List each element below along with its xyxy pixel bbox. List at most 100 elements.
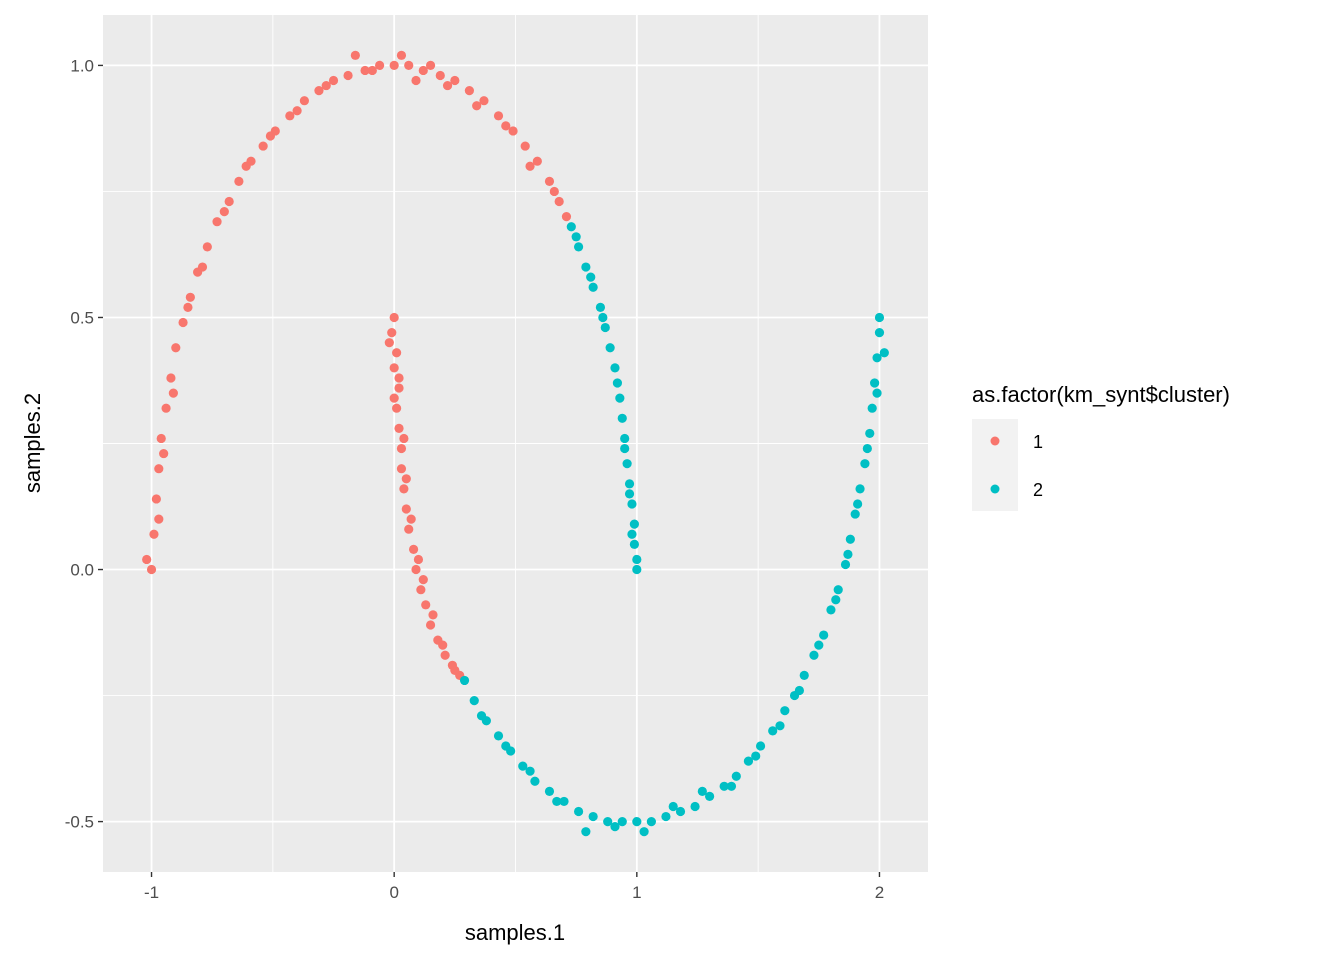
- data-point-cluster-1: [544, 176, 555, 186]
- data-point-cluster-1: [258, 141, 268, 151]
- data-point-cluster-2: [620, 443, 630, 454]
- data-point-cluster-1: [202, 242, 212, 252]
- data-point-cluster-1: [464, 86, 474, 96]
- data-point-cluster-2: [566, 222, 576, 232]
- data-point-cluster-1: [396, 464, 407, 474]
- data-point-cluster-1: [394, 373, 404, 383]
- data-point-cluster-2: [581, 262, 591, 272]
- data-point-cluster-2: [617, 413, 627, 423]
- data-point-cluster-1: [450, 665, 460, 675]
- data-point-cluster-1: [442, 80, 453, 91]
- data-point-cluster-2: [826, 605, 836, 615]
- data-point-cluster-1: [314, 86, 324, 96]
- data-point-cluster-1: [501, 121, 511, 131]
- data-point-cluster-2: [768, 726, 778, 736]
- data-point-cluster-2: [617, 816, 627, 827]
- data-point-cluster-2: [719, 781, 729, 791]
- data-point-cluster-1: [142, 554, 152, 565]
- data-point-cluster-2: [530, 776, 540, 786]
- data-point-cluster-2: [552, 796, 562, 807]
- data-point-cluster-1: [394, 423, 404, 433]
- data-point-cluster-1: [321, 80, 331, 91]
- data-point-cluster-2: [624, 479, 635, 489]
- data-point-cluster-2: [867, 403, 877, 413]
- data-point-cluster-2: [726, 781, 737, 791]
- data-point-cluster-1: [520, 141, 530, 151]
- data-point-cluster-1: [404, 60, 414, 71]
- data-point-cluster-1: [389, 363, 399, 373]
- data-point-cluster-2: [629, 539, 639, 549]
- data-point-cluster-1: [156, 433, 166, 444]
- data-point-cluster-1: [392, 348, 402, 358]
- data-point-cluster-2: [469, 696, 479, 706]
- x-tick-label: 2: [875, 883, 884, 902]
- data-point-cluster-1: [435, 70, 445, 81]
- data-point-cluster-2: [586, 272, 596, 282]
- legend: as.factor(km_synt$cluster) 1 2: [972, 382, 1230, 511]
- data-point-cluster-2: [588, 811, 598, 822]
- data-point-cluster-2: [627, 499, 637, 509]
- data-point-cluster-2: [573, 242, 584, 252]
- data-point-cluster-2: [661, 811, 671, 822]
- data-point-cluster-1: [154, 464, 164, 474]
- legend-label-1: 1: [1033, 432, 1043, 452]
- data-point-cluster-2: [862, 443, 872, 454]
- data-point-cluster-1: [392, 403, 402, 413]
- x-tick-label: -1: [144, 883, 159, 902]
- y-tick-label: 1.0: [70, 56, 94, 75]
- data-point-cluster-2: [840, 559, 851, 570]
- data-point-cluster-2: [581, 827, 591, 837]
- data-point-cluster-2: [632, 816, 642, 827]
- data-point-cluster-2: [794, 685, 804, 696]
- data-point-cluster-1: [234, 176, 244, 186]
- data-points: [142, 50, 889, 837]
- data-point-cluster-2: [629, 519, 639, 529]
- data-point-cluster-2: [525, 766, 535, 776]
- data-point-cluster-2: [850, 509, 860, 519]
- data-point-cluster-1: [401, 474, 411, 484]
- data-point-cluster-2: [559, 796, 569, 807]
- data-point-cluster-1: [394, 383, 404, 393]
- legend-label-2: 2: [1033, 480, 1043, 500]
- legend-key-2: [990, 484, 1000, 494]
- data-point-cluster-1: [428, 610, 438, 620]
- data-point-cluster-2: [755, 741, 766, 751]
- data-point-cluster-2: [843, 549, 853, 560]
- data-point-cluster-1: [438, 640, 448, 650]
- data-point-cluster-1: [387, 327, 397, 338]
- data-point-cluster-2: [622, 459, 632, 469]
- data-point-cluster-1: [159, 448, 169, 459]
- data-point-cluster-1: [549, 186, 559, 197]
- data-point-cluster-1: [401, 504, 411, 514]
- x-axis-title: samples.1: [465, 920, 565, 945]
- data-point-cluster-1: [171, 343, 181, 353]
- data-point-cluster-2: [459, 675, 470, 686]
- data-point-cluster-2: [595, 302, 606, 312]
- y-tick-label: 0.0: [70, 561, 94, 580]
- data-point-cluster-1: [418, 575, 428, 585]
- data-point-cluster-2: [603, 816, 613, 827]
- data-point-cluster-1: [343, 70, 353, 81]
- data-point-cluster-1: [411, 75, 421, 86]
- data-point-cluster-2: [675, 806, 686, 817]
- data-point-cluster-1: [154, 514, 164, 524]
- data-point-cluster-1: [367, 65, 377, 76]
- data-point-cluster-2: [870, 378, 880, 388]
- data-point-cluster-1: [421, 600, 431, 610]
- data-point-cluster-1: [413, 554, 424, 565]
- y-tick-label: -0.5: [65, 813, 94, 832]
- data-point-cluster-1: [146, 564, 157, 575]
- data-point-cluster-1: [360, 65, 370, 76]
- data-point-cluster-2: [598, 312, 608, 323]
- legend-key-1: [990, 436, 1000, 446]
- data-point-cluster-1: [166, 373, 176, 383]
- data-point-cluster-1: [375, 60, 385, 71]
- data-point-cluster-1: [389, 393, 399, 403]
- data-point-cluster-2: [627, 529, 637, 539]
- data-point-cluster-1: [328, 75, 339, 86]
- data-point-cluster-1: [185, 292, 195, 302]
- data-point-cluster-1: [508, 126, 518, 136]
- data-point-cluster-1: [212, 217, 222, 227]
- data-point-cluster-1: [408, 544, 419, 554]
